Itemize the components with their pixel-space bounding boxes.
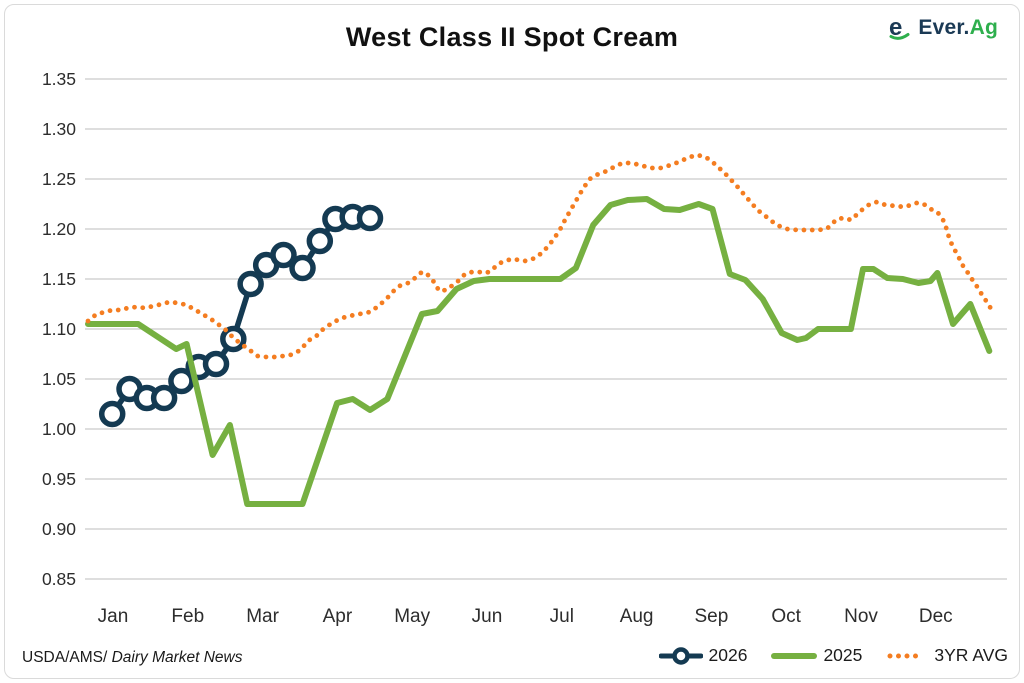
series-2026-marker xyxy=(168,367,195,395)
series-2026-marker xyxy=(98,400,126,428)
x-axis-month-label: Aug xyxy=(620,606,654,627)
x-axis-month-label: Sep xyxy=(694,606,728,627)
series-2026-marker xyxy=(270,241,297,269)
y-axis-tick-label: 1.20 xyxy=(42,219,76,239)
series-2026-marker xyxy=(220,325,247,353)
x-axis-month-label: Jul xyxy=(550,606,574,627)
series-2026-marker xyxy=(306,227,334,255)
series-2026-marker xyxy=(356,204,384,232)
y-axis-tick-label: 1.25 xyxy=(42,169,76,189)
series-3yr-avg-dotted-line xyxy=(85,152,994,360)
legend-swatch-3yr-avg-dots-icon xyxy=(887,653,927,658)
legend-label-2026: 2026 xyxy=(708,645,748,665)
series-2025-line xyxy=(85,196,993,507)
y-axis-tick-label: 0.90 xyxy=(42,519,76,539)
series-2026-marker xyxy=(289,254,316,282)
y-axis-tick-label: 1.35 xyxy=(42,69,76,89)
y-axis-tick-label: 0.95 xyxy=(42,469,76,489)
x-axis-month-label: Nov xyxy=(844,606,878,627)
everag-logo-icon: e xyxy=(889,14,910,41)
source-name: Dairy Market News xyxy=(107,649,243,666)
chart-title: West Class II Spot Cream xyxy=(345,22,679,52)
legend-swatch-2025-line-icon xyxy=(771,652,818,659)
series-2026-marker xyxy=(202,350,230,378)
y-axis-tick-label: 1.10 xyxy=(42,319,76,339)
source-prefix: USDA/AMS xyxy=(22,649,103,666)
legend-label-3yr-avg: 3YR AVG xyxy=(934,645,1008,665)
legend-item-2025: 2025 xyxy=(771,645,862,666)
legend-swatch-2026-line-marker-icon xyxy=(658,646,703,665)
x-axis-month-label: Jun xyxy=(472,606,503,627)
x-axis-month-label: Apr xyxy=(323,606,353,627)
y-axis-tick-label: 1.05 xyxy=(42,369,76,389)
data-source-note: USDA/AMS/ Dairy Market News xyxy=(22,649,243,666)
series-2026-marker xyxy=(150,384,178,412)
x-axis-month-label: Jan xyxy=(98,606,129,627)
legend-item-3yr-avg: 3YR AVG xyxy=(886,645,1008,666)
series-2026-marker xyxy=(237,270,264,298)
everag-logo: e Ever.Ag xyxy=(886,14,998,42)
x-axis-month-label: Oct xyxy=(771,606,801,627)
x-axis-month-label: May xyxy=(394,606,430,627)
everag-logo-text: Ever.Ag xyxy=(918,16,998,39)
x-axis-month-label: Feb xyxy=(171,606,204,627)
legend-label-2025: 2025 xyxy=(823,645,863,665)
y-axis-tick-label: 1.00 xyxy=(42,419,76,439)
svg-text:e: e xyxy=(889,14,902,41)
x-axis-month-label: Mar xyxy=(246,606,279,627)
x-axis-month-label: Dec xyxy=(919,606,953,627)
y-axis-tick-label: 1.15 xyxy=(42,269,76,289)
y-axis-tick-label: 0.85 xyxy=(42,569,76,589)
y-axis-tick-label: 1.30 xyxy=(42,119,76,139)
chart-legend: 2026 2025 3YR AVG xyxy=(658,645,1008,666)
legend-item-2026: 2026 xyxy=(658,645,748,666)
